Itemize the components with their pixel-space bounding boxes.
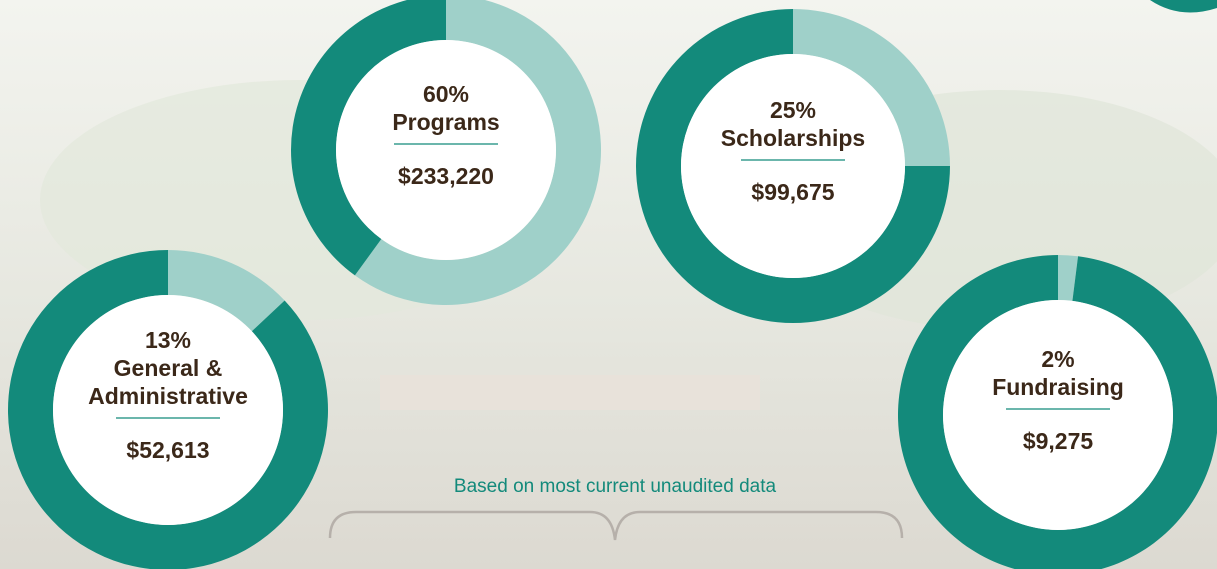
- donut-chart: 2%Fundraising $9,275: [897, 255, 1217, 569]
- donut-center: [681, 54, 905, 278]
- category-label-line: Administrative: [88, 383, 248, 409]
- donut-segment: [168, 250, 285, 332]
- corner-shape: [1150, 0, 1217, 13]
- donut-chart: 60%Programs $233,220: [291, 0, 601, 305]
- brace: [328, 510, 904, 541]
- charts: 60%Programs $233,220 25%Scholarships $99,67…: [8, 0, 1217, 569]
- donut-segment: [793, 9, 950, 166]
- category-label: Programs: [392, 109, 499, 135]
- donut-chart: 13%General & Administrative $52,613: [8, 250, 328, 569]
- category-label: Fundraising: [992, 374, 1124, 400]
- donut-segment: [291, 0, 446, 276]
- donut-center: [336, 40, 556, 260]
- amount-label: $52,613: [126, 437, 209, 463]
- donut-segment: [1058, 255, 1079, 301]
- footnote: Based on most current unaudited data: [454, 476, 777, 497]
- donut-segment: [354, 0, 601, 305]
- percent-label: 60%: [423, 81, 469, 107]
- category-label: General & Administrative: [88, 355, 248, 409]
- percent-label: 2%: [1041, 346, 1074, 372]
- donut-center: [53, 295, 283, 525]
- amount-label: $9,275: [1023, 428, 1094, 454]
- amount-label: $233,220: [398, 163, 494, 189]
- donut-center: [943, 300, 1173, 530]
- amount-label: $99,675: [751, 179, 834, 205]
- category-label-line: General &: [114, 355, 223, 381]
- background-fountain: [380, 375, 760, 410]
- donut-chart: 25%Scholarships $99,675: [636, 9, 950, 323]
- category-label: Scholarships: [721, 125, 865, 151]
- percent-label: 25%: [770, 97, 816, 123]
- percent-label: 13%: [145, 327, 191, 353]
